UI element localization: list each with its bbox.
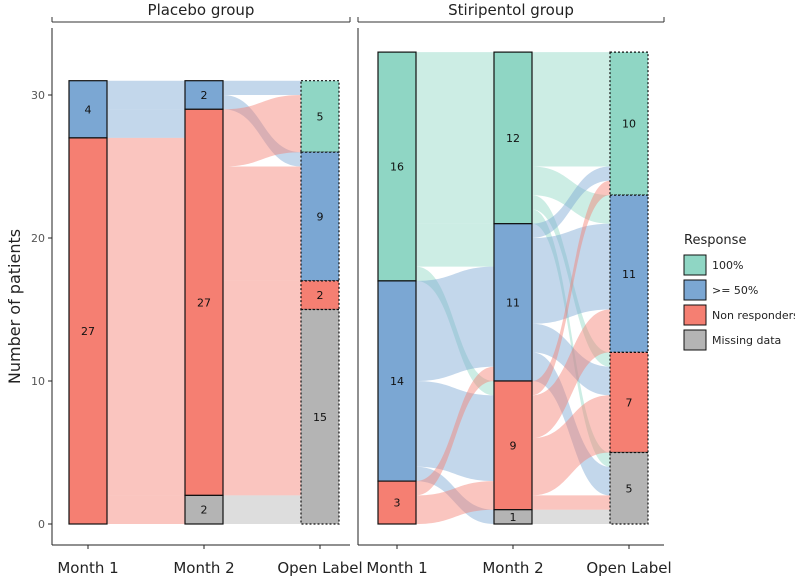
- segment-value-label: 2: [201, 504, 208, 517]
- segment-value-label: 7: [626, 396, 633, 409]
- legend-label: Non responders: [712, 309, 795, 322]
- flow-50-to-non: [532, 323, 610, 396]
- segment-value-label: 5: [317, 110, 324, 123]
- y-axis-title: Number of patients: [5, 229, 24, 384]
- segment-value-label: 27: [197, 296, 211, 309]
- facet-title: Placebo group: [148, 1, 255, 19]
- flow-non-to-miss: [532, 495, 610, 510]
- segment-value-label: 2: [201, 89, 208, 102]
- segment-value-label: 3: [394, 497, 401, 510]
- x-tick-label: Month 1: [57, 559, 118, 577]
- segment-value-label: 11: [622, 268, 636, 281]
- y-tick-label: 30: [31, 89, 45, 102]
- stack-segment-miss: [300, 308, 340, 525]
- segment-value-label: 1: [510, 511, 517, 524]
- segment-value-label: 4: [85, 103, 92, 116]
- segment-value-label: 15: [313, 411, 327, 424]
- stack-segment-non: [377, 480, 417, 525]
- segment-value-label: 9: [317, 211, 324, 224]
- flow-100-to-non: [532, 195, 610, 367]
- legend: Response 100% >= 50% Non responders Missing …: [683, 233, 795, 351]
- stack-segment-miss: [493, 509, 533, 525]
- stack-segment-100: [609, 51, 649, 196]
- flow-100-to-100: [416, 52, 494, 224]
- segment-value-label: 12: [506, 132, 520, 145]
- legend-key-100: [683, 254, 707, 276]
- flow-non-to-50: [532, 309, 610, 439]
- flow-50-to-miss: [416, 466, 494, 524]
- legend-key-non: [683, 304, 707, 326]
- flow-non-to-50: [223, 166, 301, 281]
- legend-label: Missing data: [712, 334, 781, 347]
- flow-100-to-50: [532, 166, 610, 224]
- segment-value-label: 2: [317, 289, 324, 302]
- stack-segment-50: [377, 280, 417, 482]
- stack-segment-50: [300, 151, 340, 282]
- flow-non-to-non: [416, 481, 494, 524]
- facet-title: Stiripentol group: [448, 1, 574, 19]
- segment-value-label: 27: [81, 325, 95, 338]
- x-tick-label: Month 2: [173, 559, 234, 577]
- flow-50-to-non: [107, 109, 185, 138]
- legend-title: Response: [684, 233, 746, 248]
- legend-key-50: [683, 279, 707, 301]
- flow-50-to-non: [416, 381, 494, 482]
- flow-100-to-miss: [532, 209, 610, 467]
- stack-segment-miss: [184, 494, 224, 525]
- stack-segment-100: [377, 51, 417, 282]
- flow-non-to-miss: [223, 309, 301, 496]
- stack-segment-50: [609, 194, 649, 354]
- flow-50-to-miss: [532, 352, 610, 496]
- segment-value-label: 14: [390, 375, 404, 388]
- flow-miss-to-miss: [223, 495, 301, 524]
- flow-non-to-50: [416, 366, 494, 496]
- stack-segment-miss: [609, 451, 649, 525]
- legend-label: >= 50%: [712, 284, 758, 297]
- x-tick-label: Month 2: [482, 559, 543, 577]
- segment-value-label: 11: [506, 296, 520, 309]
- flows-layer: [107, 52, 610, 524]
- flow-50-to-100: [532, 166, 610, 238]
- flow-non-to-non: [223, 280, 301, 310]
- segment-value-label: 10: [622, 118, 636, 131]
- stack-segment-non: [493, 380, 533, 511]
- y-tick-label: 20: [31, 232, 45, 245]
- flow-50-to-50: [532, 223, 610, 324]
- stack-segment-100: [493, 51, 533, 225]
- flow-non-to-miss: [107, 495, 185, 524]
- legend-label: 100%: [712, 259, 743, 272]
- flow-miss-to-miss: [532, 509, 610, 524]
- flow-non-to-non: [107, 137, 185, 496]
- flow-100-to-100: [532, 52, 610, 167]
- segment-value-label: 9: [510, 439, 517, 452]
- flow-50-to-50: [223, 95, 301, 167]
- flow-100-to-non: [416, 266, 494, 396]
- y-tick-label: 10: [31, 375, 45, 388]
- stack-segment-non: [68, 137, 108, 525]
- flow-non-to-100: [532, 180, 610, 396]
- flow-non-to-non: [532, 395, 610, 496]
- axes-layer: Placebo group Month 1 Month 2 Open Label Sti…: [5, 1, 672, 577]
- legend-key-miss: [683, 329, 707, 351]
- flow-50-to-50: [107, 80, 185, 110]
- flow-50-to-50: [416, 266, 494, 381]
- y-tick-label: 0: [38, 518, 45, 531]
- segment-value-label: 5: [626, 482, 633, 495]
- x-tick-label: Month 1: [366, 559, 427, 577]
- x-tick-label: Open Label: [277, 559, 362, 577]
- flow-100-to-50: [416, 223, 494, 267]
- flow-non-to-100: [223, 95, 301, 167]
- x-tick-label: Open Label: [586, 559, 671, 577]
- flow-50-to-100: [223, 80, 301, 95]
- stacks-layer: 4 27 2 27 2 5 9 2 15 16 14 3 12 11 9 1 10 11 7 5: [68, 51, 649, 525]
- segment-value-label: 16: [390, 161, 404, 174]
